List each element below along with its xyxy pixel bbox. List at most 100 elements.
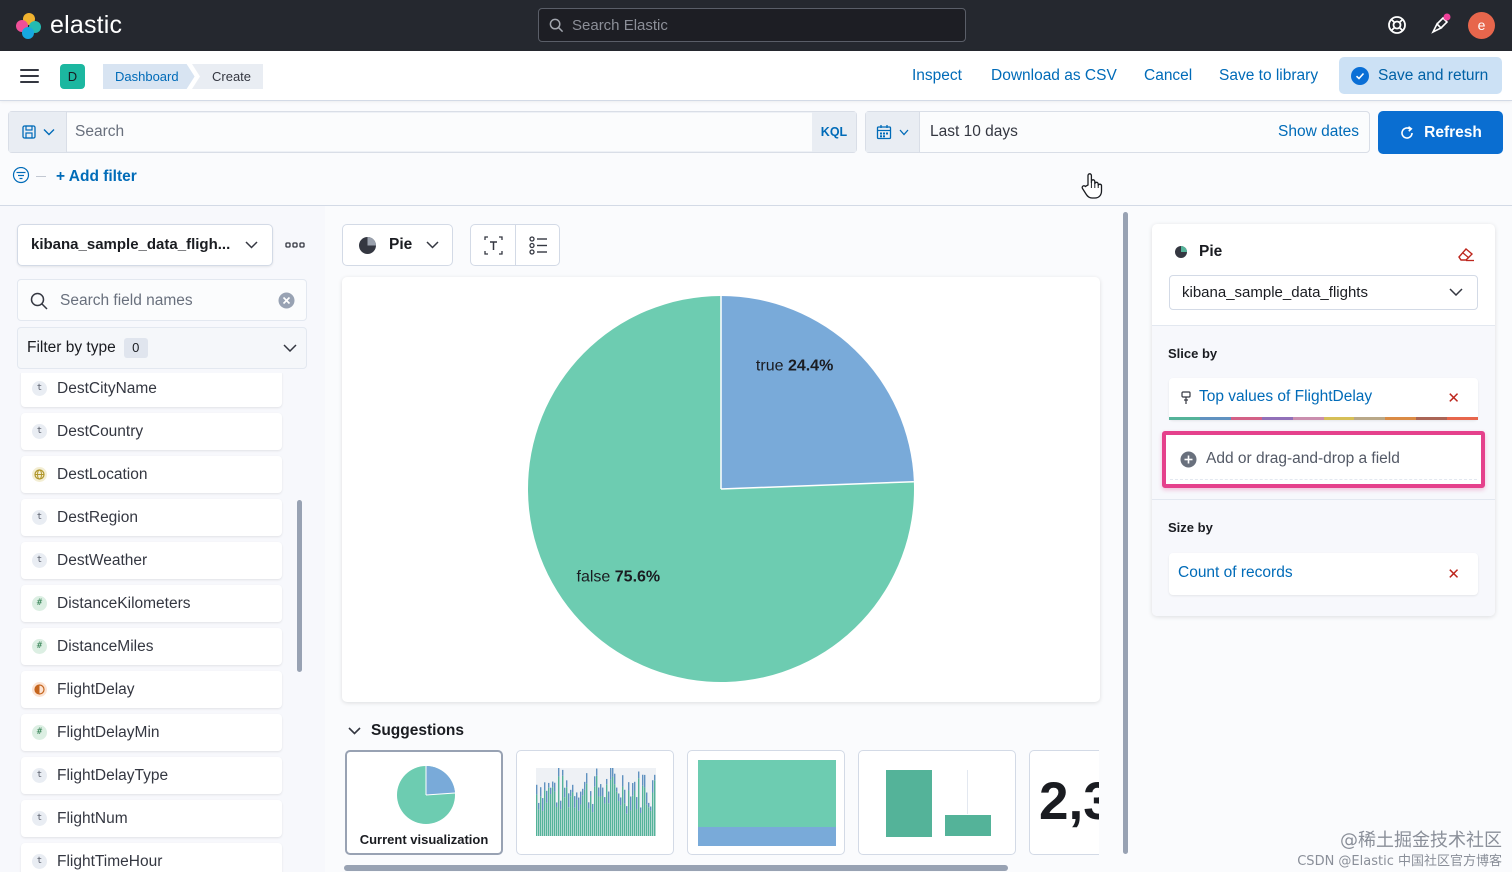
field-list-panel: kibana_sample_data_fligh... Search field… <box>0 206 325 872</box>
legend-options-icon[interactable] <box>529 236 548 255</box>
histogram-bar <box>596 775 598 836</box>
field-item-distancemiles[interactable]: # DistanceMiles <box>21 628 282 665</box>
histogram-bar <box>638 778 640 836</box>
histogram-bar <box>548 787 550 836</box>
text-options-icon[interactable] <box>484 236 503 255</box>
histogram-bar-top <box>622 775 624 787</box>
suggestions-scrollbar[interactable] <box>344 865 1008 871</box>
histogram-bar-top <box>548 782 550 788</box>
histogram-bar <box>654 780 656 836</box>
histogram-bar <box>554 791 556 836</box>
query-input[interactable]: Search <box>75 123 125 140</box>
histogram-bar-top <box>600 784 602 797</box>
refresh-button[interactable]: Refresh <box>1378 111 1503 154</box>
field-name: DestLocation <box>57 465 148 483</box>
remove-dimension-icon[interactable]: ✕ <box>1447 566 1460 583</box>
histogram-bar <box>574 807 576 836</box>
quick-date-menu-button[interactable] <box>866 112 920 152</box>
app-name: elastic <box>50 11 123 39</box>
space-avatar[interactable]: D <box>60 64 85 89</box>
field-item-destcityname[interactable]: t DestCityName <box>21 373 282 407</box>
user-avatar[interactable]: e <box>1468 12 1495 39</box>
field-item-destcountry[interactable]: t DestCountry <box>21 413 282 450</box>
global-search-input[interactable]: Search Elastic <box>538 8 966 42</box>
chevron-down-icon <box>245 241 258 249</box>
saved-query-button[interactable] <box>9 112 67 152</box>
histogram-bar-top <box>540 787 542 797</box>
chevron-down-icon <box>283 344 297 352</box>
histogram-bar <box>646 804 648 836</box>
histogram-bar <box>644 787 646 836</box>
help-icon[interactable] <box>1385 13 1409 37</box>
field-list-scrollbar[interactable] <box>297 500 302 672</box>
histogram-bar-top <box>538 802 540 810</box>
drag-handle-icon[interactable] <box>1181 391 1191 405</box>
date-range-text[interactable]: Last 10 days <box>930 123 1018 140</box>
histogram-bar-top <box>580 791 582 805</box>
filter-by-type-button[interactable]: Filter by type 0 <box>17 327 307 369</box>
field-item-destweather[interactable]: t DestWeather <box>21 542 282 579</box>
clear-icon[interactable] <box>278 292 295 309</box>
histogram-bar <box>610 779 612 836</box>
news-feed-icon[interactable] <box>1428 13 1452 37</box>
breadcrumb-dashboard[interactable]: Dashboard <box>103 64 195 89</box>
config-panel: Pie kibana_sample_data_flights Slice by … <box>1152 224 1495 616</box>
suggestion-bar-chart[interactable] <box>858 750 1016 855</box>
pie-slice-true[interactable] <box>721 296 914 489</box>
field-item-flightdelay[interactable]: FlightDelay <box>21 671 282 708</box>
histogram-bar <box>604 803 606 836</box>
remove-dimension-icon[interactable]: ✕ <box>1447 390 1460 407</box>
data-view-selector[interactable]: kibana_sample_data_fligh... <box>17 224 273 266</box>
histogram-bar-top <box>554 782 556 792</box>
download-csv-button[interactable]: Download as CSV <box>991 67 1117 84</box>
eraser-icon[interactable] <box>1457 246 1475 262</box>
layer-data-view-name: kibana_sample_data_flights <box>1182 284 1368 301</box>
kql-language-toggle[interactable]: KQL <box>812 112 856 152</box>
slice-by-dimension[interactable]: Top values of FlightDelay ✕ <box>1169 378 1479 420</box>
histogram-bar <box>608 803 610 836</box>
inspect-button[interactable]: Inspect <box>912 67 962 84</box>
menu-icon[interactable] <box>20 69 39 83</box>
field-item-destlocation[interactable]: DestLocation <box>21 456 282 493</box>
show-dates-button[interactable]: Show dates <box>1278 123 1359 140</box>
add-filter-button[interactable]: + Add filter <box>56 168 137 185</box>
slice-by-value[interactable]: Top values of FlightDelay <box>1199 388 1373 405</box>
histogram-bar <box>624 803 626 836</box>
histogram-bar-top <box>552 781 554 788</box>
suggestion-metric[interactable]: 2,3 <box>1029 750 1099 855</box>
field-search-input[interactable]: Search field names <box>17 279 307 321</box>
suggestion-current[interactable]: Current visualization <box>345 750 503 855</box>
field-item-flighttimehour[interactable]: t FlightTimeHour <box>21 843 282 872</box>
layer-data-view-selector[interactable]: kibana_sample_data_flights <box>1169 275 1478 310</box>
save-to-library-button[interactable]: Save to library <box>1219 67 1319 84</box>
histogram-bar-top <box>592 803 594 813</box>
histogram-bar-top <box>594 776 596 787</box>
suggestion-bar-histogram[interactable] <box>516 750 674 855</box>
filter-by-type-label: Filter by type <box>27 339 116 356</box>
save-and-return-button[interactable]: Save and return <box>1339 57 1502 94</box>
field-item-flightdelaymin[interactable]: # FlightDelayMin <box>21 714 282 751</box>
add-field-label: Add or drag-and-drop a field <box>1206 450 1400 467</box>
filter-options[interactable] <box>12 167 46 185</box>
chart-type-switcher[interactable]: Pie <box>342 224 453 266</box>
cancel-button[interactable]: Cancel <box>1144 67 1193 84</box>
color-palette <box>1169 417 1479 420</box>
add-field-button[interactable]: Add or drag-and-drop a field <box>1170 439 1477 480</box>
size-by-value[interactable]: Count of records <box>1178 564 1293 581</box>
more-options-icon[interactable] <box>285 241 305 249</box>
field-item-distancekilometers[interactable]: # DistanceKilometers <box>21 585 282 622</box>
histogram-bar <box>650 810 652 836</box>
field-item-flightnum[interactable]: t FlightNum <box>21 800 282 837</box>
histogram-bar-top <box>608 791 610 804</box>
field-item-flightdelaytype[interactable]: t FlightDelayType <box>21 757 282 794</box>
workspace-scrollbar[interactable] <box>1123 212 1128 854</box>
size-by-dimension[interactable]: Count of records ✕ <box>1169 553 1478 595</box>
histogram-bar-top <box>546 790 548 803</box>
global-header: elastic Search Elastic e <box>0 0 1512 51</box>
string-type-icon: t <box>32 381 47 396</box>
suggestions-toggle[interactable]: Suggestions <box>348 722 464 740</box>
suggestion-stacked-bar[interactable] <box>687 750 845 855</box>
field-name: DestCountry <box>57 422 144 440</box>
field-item-destregion[interactable]: t DestRegion <box>21 499 282 536</box>
elastic-logo[interactable]: elastic <box>16 11 122 40</box>
